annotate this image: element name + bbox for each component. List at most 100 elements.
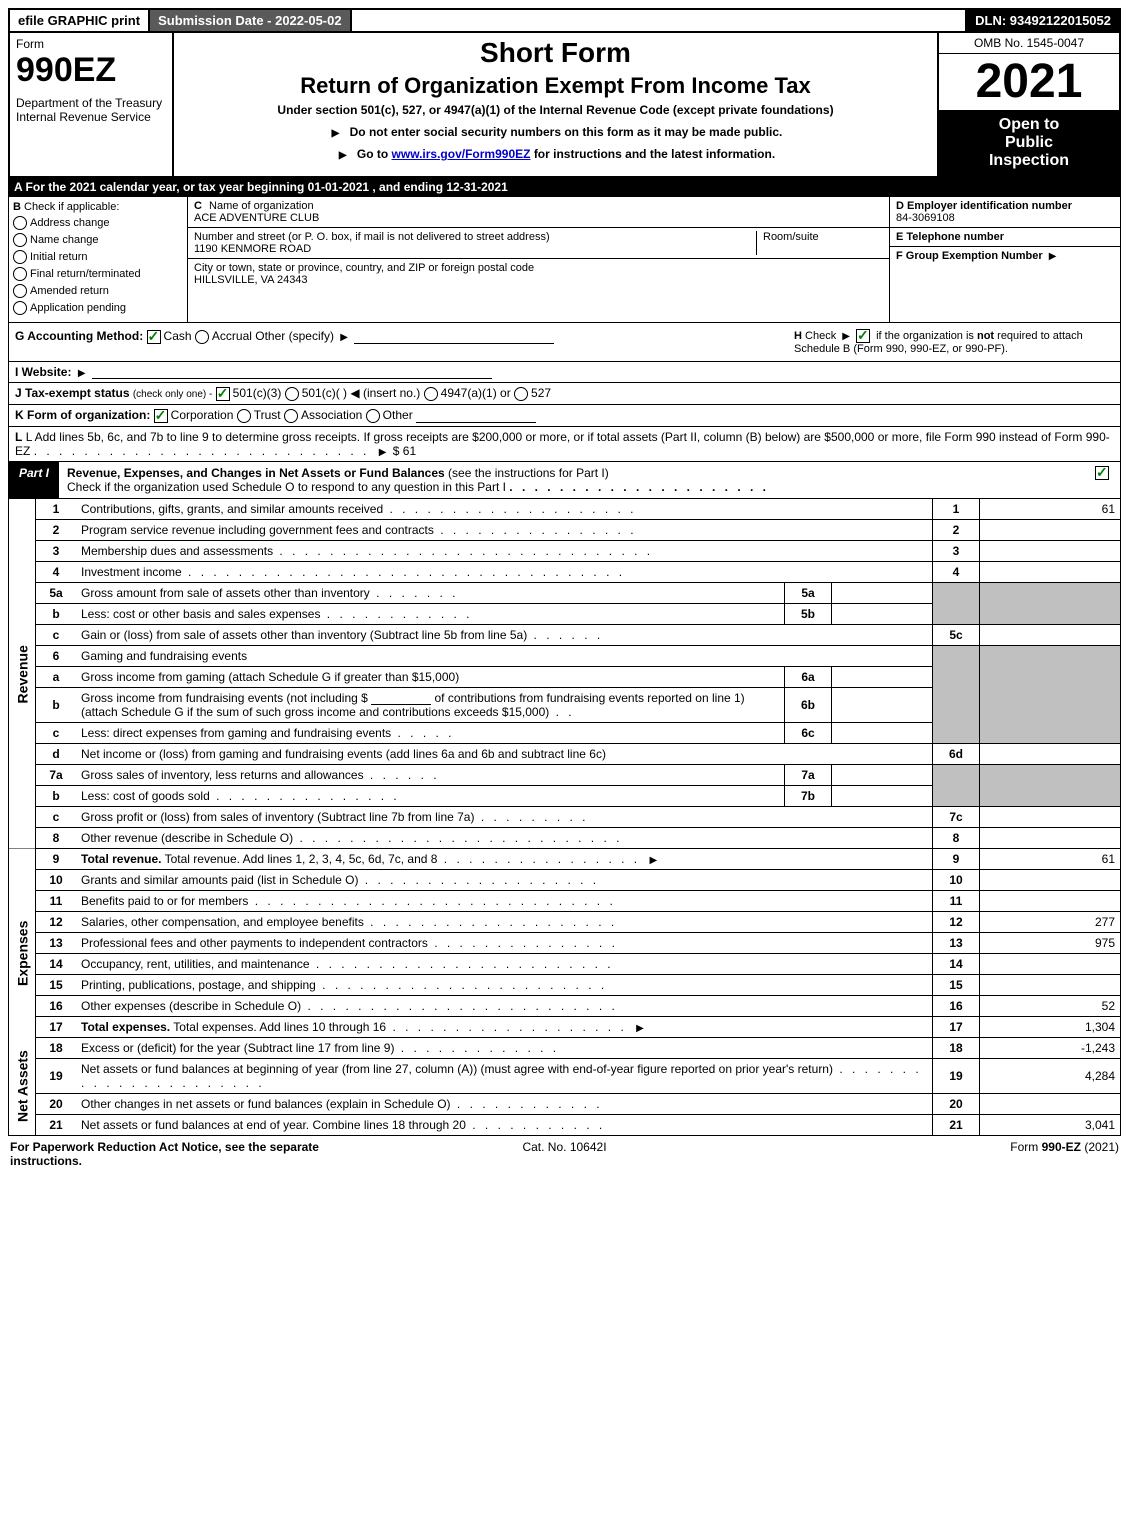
dept-label: Department of the Treasury: [16, 96, 166, 110]
line-no: 6: [36, 645, 77, 666]
return-title: Return of Organization Exempt From Incom…: [182, 73, 929, 99]
top-bar: efile GRAPHIC print Submission Date - 20…: [8, 8, 1121, 33]
sub-label: 6b: [785, 687, 832, 722]
irs-link[interactable]: www.irs.gov/Form990EZ: [392, 147, 531, 161]
amt-label: 21: [933, 1114, 980, 1135]
section-j: J Tax-exempt status (check only one) - 5…: [8, 383, 1121, 405]
k-trust: Trust: [254, 408, 281, 422]
address-change: Address change: [30, 217, 110, 229]
org-address-row: Number and street (or P. O. box, if mail…: [188, 228, 889, 259]
net-assets-vert-label: Net Assets: [9, 1037, 36, 1135]
g-other: Other (specify): [255, 329, 334, 343]
checkbox-501c[interactable]: [285, 387, 299, 401]
amt-val: [980, 827, 1121, 848]
amt-val: 61: [980, 499, 1121, 520]
checkbox-address-change[interactable]: [13, 216, 27, 230]
line-no: d: [36, 743, 77, 764]
line-no: 15: [36, 974, 77, 995]
expenses-vert-label: Expenses: [9, 869, 36, 1037]
table-row: 21 Net assets or fund balances at end of…: [9, 1114, 1121, 1135]
checkbox-other-org[interactable]: [366, 409, 380, 423]
amt-val: [980, 953, 1121, 974]
amt-label: 14: [933, 953, 980, 974]
amt-val: 277: [980, 911, 1121, 932]
line-desc: Gross sales of inventory, less returns a…: [76, 764, 785, 785]
org-name-row: C Name of organization ACE ADVENTURE CLU…: [188, 197, 889, 228]
f-label: F Group Exemption Number: [896, 250, 1043, 262]
grey-cell: [980, 582, 1121, 624]
amt-val: [980, 743, 1121, 764]
line-no: 10: [36, 869, 77, 890]
line-no: 16: [36, 995, 77, 1016]
line-desc: Grants and similar amounts paid (list in…: [76, 869, 933, 890]
j-527: 527: [531, 386, 551, 400]
form-header: Form 990EZ Department of the Treasury In…: [8, 33, 1121, 178]
checkbox-accrual[interactable]: [195, 330, 209, 344]
j-501c: 501(c)( ): [302, 386, 347, 400]
table-row: 9 Total revenue. Total revenue. Add line…: [9, 848, 1121, 869]
line-no: a: [36, 666, 77, 687]
line-no: 18: [36, 1037, 77, 1058]
checkbox-h[interactable]: [856, 329, 870, 343]
amt-label: 11: [933, 890, 980, 911]
sub-val: [832, 666, 933, 687]
amt-label: 17: [933, 1016, 980, 1037]
table-row: 3 Membership dues and assessments . . . …: [9, 540, 1121, 561]
checkbox-501c3[interactable]: [216, 387, 230, 401]
line-no: 19: [36, 1058, 77, 1093]
k-corp: Corporation: [171, 408, 234, 422]
amt-val: [980, 890, 1121, 911]
line-desc: Other changes in net assets or fund bala…: [76, 1093, 933, 1114]
line-desc: Net assets or fund balances at beginning…: [76, 1058, 933, 1093]
part1-table: Revenue 1 Contributions, gifts, grants, …: [8, 499, 1121, 1136]
goto-post: for instructions and the latest informat…: [534, 147, 775, 161]
addr-label: Number and street (or P. O. box, if mail…: [194, 231, 550, 243]
checkbox-application-pending[interactable]: [13, 301, 27, 315]
checkbox-initial-return[interactable]: [13, 250, 27, 264]
amt-val: [980, 519, 1121, 540]
checkbox-schedule-o[interactable]: [1095, 466, 1109, 480]
table-row: 7a Gross sales of inventory, less return…: [9, 764, 1121, 785]
g-cash: Cash: [164, 329, 192, 343]
checkbox-corp[interactable]: [154, 409, 168, 423]
short-form-title: Short Form: [182, 37, 929, 69]
h-not: not: [977, 330, 994, 342]
header-right: OMB No. 1545-0047 2021 Open to Public In…: [937, 33, 1119, 176]
open-line1: Open to: [945, 116, 1113, 134]
j-insert: (insert no.): [363, 386, 420, 400]
goto-note: Go to www.irs.gov/Form990EZ for instruct…: [182, 147, 929, 161]
line-no: 14: [36, 953, 77, 974]
line-desc: Printing, publications, postage, and shi…: [76, 974, 933, 995]
checkbox-4947[interactable]: [424, 387, 438, 401]
section-l: L L Add lines 5b, 6c, and 7b to line 9 t…: [8, 427, 1121, 462]
dln-label: DLN: 93492122015052: [967, 10, 1119, 31]
part1-tab: Part I: [9, 462, 59, 498]
checkbox-name-change[interactable]: [13, 233, 27, 247]
checkbox-amended-return[interactable]: [13, 284, 27, 298]
checkbox-527[interactable]: [514, 387, 528, 401]
line-desc: Gross income from fundraising events (no…: [76, 687, 785, 722]
tax-year: 2021: [939, 54, 1119, 110]
table-row: 11 Benefits paid to or for members . . .…: [9, 890, 1121, 911]
amt-label: 3: [933, 540, 980, 561]
omb-number: OMB No. 1545-0047: [939, 33, 1119, 54]
checkbox-final-return[interactable]: [13, 267, 27, 281]
checkbox-trust[interactable]: [237, 409, 251, 423]
part1-title-text: Revenue, Expenses, and Changes in Net As…: [67, 466, 445, 480]
line-desc: Gain or (loss) from sale of assets other…: [76, 624, 933, 645]
line-no: c: [36, 722, 77, 743]
org-city-row: City or town, state or province, country…: [188, 259, 889, 289]
checkbox-assoc[interactable]: [284, 409, 298, 423]
sub-val: [832, 785, 933, 806]
amt-val: [980, 561, 1121, 582]
arrow-icon: [337, 329, 351, 343]
grey-cell: [933, 764, 980, 806]
grey-cell: [980, 645, 1121, 743]
checkbox-cash[interactable]: [147, 330, 161, 344]
sub-val: [832, 603, 933, 624]
g-accrual: Accrual: [212, 329, 252, 343]
arrow-icon: [839, 330, 853, 342]
header-center: Short Form Return of Organization Exempt…: [174, 33, 937, 176]
table-row: c Gain or (loss) from sale of assets oth…: [9, 624, 1121, 645]
amt-label: 5c: [933, 624, 980, 645]
